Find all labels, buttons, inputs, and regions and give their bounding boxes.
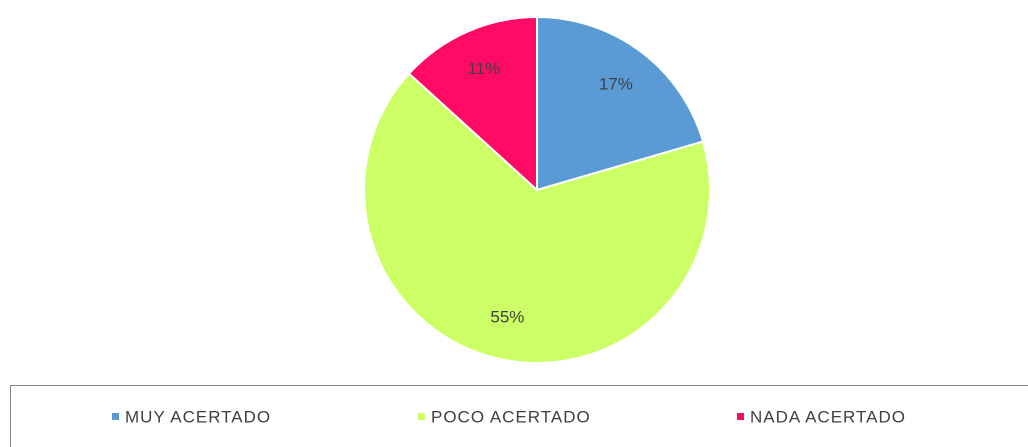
pie-slice (536, 15, 705, 192)
data-label: 55% (490, 308, 524, 327)
pie-slice (407, 15, 538, 193)
legend-marker (737, 413, 744, 420)
legend-marker (418, 413, 425, 420)
legend-label: POCO ACERTADO (431, 407, 591, 426)
legend-label: MUY ACERTADO (125, 407, 271, 426)
legend-label: NADA ACERTADO (750, 407, 906, 426)
legend-marker (112, 413, 119, 420)
pie-slice (363, 72, 711, 364)
data-label: 11% (467, 59, 500, 78)
data-label: 17% (599, 74, 633, 93)
legend-box (10, 385, 1028, 447)
